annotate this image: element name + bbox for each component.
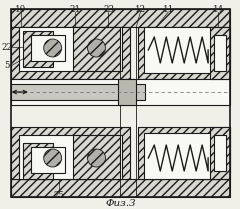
Bar bbox=[214, 35, 226, 71]
Bar bbox=[144, 27, 220, 73]
Bar bbox=[23, 143, 53, 179]
Bar bbox=[11, 127, 130, 179]
Circle shape bbox=[88, 149, 105, 167]
Text: 25: 25 bbox=[53, 190, 64, 200]
Text: 14: 14 bbox=[212, 5, 224, 14]
Bar bbox=[19, 135, 122, 179]
Bar bbox=[72, 27, 120, 71]
Text: 10: 10 bbox=[15, 5, 26, 14]
Bar bbox=[11, 179, 230, 197]
Bar bbox=[31, 147, 65, 173]
Text: 22: 22 bbox=[1, 42, 12, 51]
Bar bbox=[11, 27, 130, 79]
Bar bbox=[11, 79, 230, 105]
Text: Φиз.3: Φиз.3 bbox=[105, 199, 136, 208]
Circle shape bbox=[44, 149, 62, 167]
Circle shape bbox=[88, 39, 105, 57]
Bar bbox=[210, 27, 230, 79]
Text: 11: 11 bbox=[163, 5, 174, 14]
Bar bbox=[72, 135, 120, 179]
Bar bbox=[214, 135, 226, 171]
Bar bbox=[31, 35, 65, 61]
Bar bbox=[138, 127, 230, 179]
Bar bbox=[144, 133, 220, 179]
Bar bbox=[19, 27, 122, 71]
Bar bbox=[118, 79, 136, 105]
Text: 5: 5 bbox=[4, 61, 10, 70]
Text: 12: 12 bbox=[135, 5, 146, 14]
Bar bbox=[23, 31, 53, 67]
Text: 21: 21 bbox=[69, 5, 80, 14]
Circle shape bbox=[44, 39, 62, 57]
Bar bbox=[138, 27, 230, 79]
Bar bbox=[210, 127, 230, 179]
Text: 23: 23 bbox=[103, 5, 114, 14]
Bar bbox=[11, 9, 230, 197]
Bar bbox=[11, 9, 230, 27]
Bar bbox=[11, 84, 145, 100]
